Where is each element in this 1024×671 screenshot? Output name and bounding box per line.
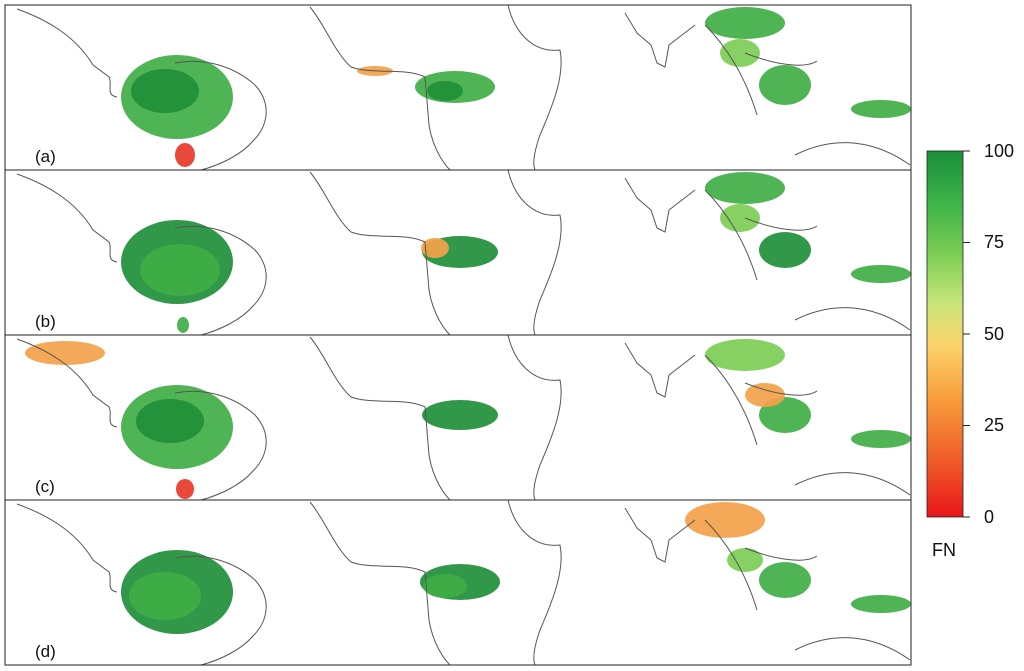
panel-label-b: (b) xyxy=(35,312,56,331)
colorbar-tick-label-25: 25 xyxy=(984,415,1005,435)
colorbar-title: FN xyxy=(932,540,956,560)
panel-frame-d xyxy=(4,499,912,666)
forest-cover-d xyxy=(121,502,911,634)
forest-cover-c xyxy=(25,339,911,499)
map-panel-d xyxy=(4,499,912,666)
panel-label-a: (a) xyxy=(35,147,56,166)
colorbar-tick-label-100: 100 xyxy=(984,141,1015,161)
coastlines-a xyxy=(16,5,911,170)
coastlines-c xyxy=(16,335,911,500)
colorbar xyxy=(926,150,970,518)
forest-cover-b xyxy=(121,172,911,333)
colorbar-tick-label-50: 50 xyxy=(984,324,1005,344)
panel-label-c: (c) xyxy=(35,477,55,496)
colorbar-gradient xyxy=(926,150,964,518)
forest-cover-a xyxy=(121,7,911,167)
panel-label-d: (d) xyxy=(35,642,56,661)
map-panel-c xyxy=(4,334,912,501)
colorbar-tick-label-0: 0 xyxy=(984,507,995,527)
coastlines-d xyxy=(16,500,911,665)
map-panel-a xyxy=(4,4,912,171)
coastlines-b xyxy=(16,170,911,335)
colorbar-tick-label-75: 75 xyxy=(984,232,1005,252)
map-panel-b xyxy=(4,169,912,336)
